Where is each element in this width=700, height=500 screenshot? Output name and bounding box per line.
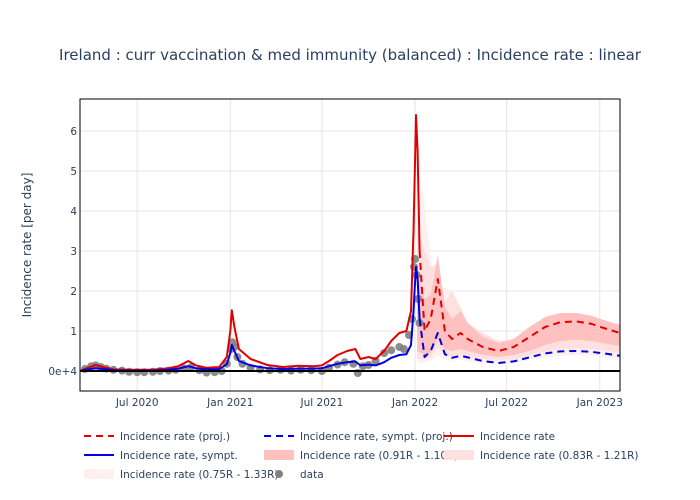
y-tick-label-4: 4 (70, 206, 77, 218)
y-tick-label-0: 0e+4 (48, 366, 77, 378)
legend: Incidence rate (proj.) Incidence rate, sy… (84, 431, 638, 481)
x-tick-label-5: Jan 2023 (576, 397, 623, 409)
legend-swatch-data (275, 470, 283, 478)
legend-label-band3: Incidence rate (0.75R - 1.33R) (120, 469, 278, 481)
y-tick-label-1: 1 (70, 326, 77, 338)
legend-label-band1: Incidence rate (0.91R - 1.10R) (300, 450, 458, 462)
legend-label-band2: Incidence rate (0.83R - 1.21R) (480, 450, 638, 462)
x-tick-label-0: Jul 2020 (115, 397, 159, 409)
gridlines (80, 99, 620, 391)
data-point-45 (399, 345, 408, 353)
data-point-31 (296, 365, 305, 374)
data-point-43 (387, 346, 396, 355)
y-tick-label-6: 6 (70, 126, 77, 138)
data-point-42 (380, 349, 389, 357)
x-tick-label-3: Jan 2022 (391, 397, 438, 409)
legend-label-rate: Incidence rate (480, 431, 555, 443)
chart-title: Ireland : curr vaccination & med immunit… (59, 46, 642, 64)
legend-label-data: data (300, 469, 324, 481)
series-line-symp-proj (418, 318, 621, 364)
legend-label-symp: Incidence rate, sympt. (120, 450, 238, 462)
legend-label-proj: Incidence rate (proj.) (120, 431, 230, 443)
legend-swatch-band1 (264, 450, 294, 460)
legend-label-symp_proj: Incidence rate, sympt. (proj.) (300, 431, 453, 443)
projection-bands (417, 183, 620, 363)
y-axis-label: Incidence rate [per day] (20, 173, 34, 318)
series-line-rate-proj (418, 250, 621, 352)
x-axis-ticks: Jul 2020 Jan 2021 Jul 2021 Jan 2022 Jul 2022… (115, 397, 623, 409)
x-tick-label-1: Jan 2021 (206, 397, 253, 409)
y-tick-label-5: 5 (70, 166, 77, 178)
series-line-rate (79, 114, 421, 372)
legend-swatch-band3 (84, 469, 114, 479)
y-tick-label-3: 3 (70, 246, 77, 258)
x-tick-label-4: Jul 2022 (484, 397, 528, 409)
band-091-110 (417, 255, 620, 357)
legend-swatch-band2 (444, 450, 474, 460)
x-tick-label-2: Jul 2021 (300, 397, 344, 409)
y-axis-ticks: 0e+4 1 2 3 4 5 6 (48, 126, 77, 378)
y-tick-label-2: 2 (70, 286, 77, 298)
plot-frame (79, 98, 621, 392)
